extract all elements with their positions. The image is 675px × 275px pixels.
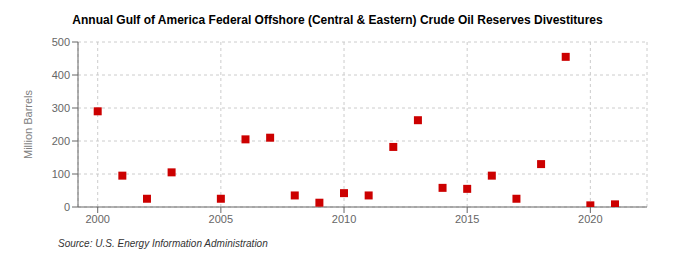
- svg-text:100: 100: [52, 168, 70, 180]
- svg-text:2010: 2010: [332, 213, 356, 225]
- svg-text:0: 0: [64, 201, 70, 213]
- html-text:Source: U.S. Energy Informatio: Source: U.S. Energy Information Administ…: [58, 238, 268, 249]
- svg-text:2015: 2015: [455, 213, 479, 225]
- html-text:Annual Gulf of America Federal: Annual Gulf of America Federal Offshore …: [72, 13, 603, 27]
- svg-text:2020: 2020: [578, 213, 602, 225]
- svg-text:Million Barrels: Million Barrels: [22, 89, 34, 159]
- svg-text:300: 300: [52, 102, 70, 114]
- svg-text:400: 400: [52, 69, 70, 81]
- svg-text:2005: 2005: [209, 213, 233, 225]
- svg-text:500: 500: [52, 36, 70, 48]
- svg-text:200: 200: [52, 135, 70, 147]
- svg-text:2000: 2000: [85, 213, 109, 225]
